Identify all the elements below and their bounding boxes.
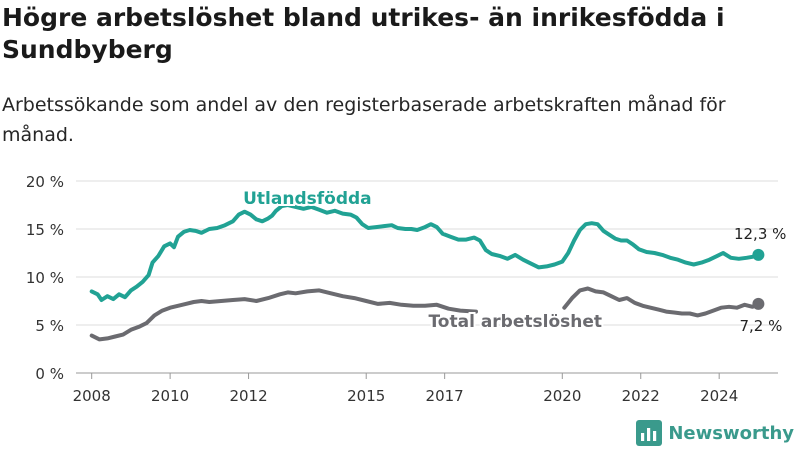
endpoint-marker-total	[752, 297, 765, 310]
chart-subtitle: Arbetssökande som andel av den registerb…	[2, 94, 726, 146]
brand-name: Newsworthy	[668, 422, 794, 444]
grid-lines	[76, 180, 778, 374]
y-tick-label: 10 %	[26, 269, 64, 287]
series-lines	[89, 203, 765, 342]
x-tick-label: 2012	[229, 387, 267, 405]
newsworthy-brand: Newsworthy	[636, 418, 794, 448]
x-tick-label: 2020	[543, 387, 581, 405]
x-tick-label: 2017	[426, 387, 464, 405]
series-label-total: Total arbetslöshet	[428, 312, 602, 332]
series-line-total-recent	[562, 286, 761, 318]
x-axis-tick-labels: 2008 2010 2012 2015 2017 2020 2022 2024	[73, 373, 738, 405]
series-line-foreign-born	[89, 203, 761, 302]
series-line-total	[89, 288, 478, 342]
x-tick-label: 2024	[700, 387, 738, 405]
x-tick-label: 2015	[347, 387, 385, 405]
endpoint-marker-foreign-born	[752, 248, 765, 261]
x-tick-label: 2022	[622, 387, 660, 405]
series-labels: Utlandsfödda Total arbetslöshet 12,3 % 7,2 …	[241, 187, 786, 335]
series-label-foreign-born: Utlandsfödda	[243, 189, 372, 209]
chart-title: Högre arbetslöshet bland utrikes- än inr…	[2, 3, 725, 64]
x-tick-label: 2010	[151, 387, 189, 405]
y-axis-tick-labels: 0 % 5 % 10 % 15 % 20 %	[26, 173, 64, 383]
end-value-label-total: 7,2 %	[740, 317, 783, 335]
y-tick-label: 15 %	[26, 221, 64, 239]
y-tick-label: 0 %	[35, 365, 64, 383]
end-value-label-foreign-born: 12,3 %	[734, 225, 786, 243]
bar-chart-icon	[636, 420, 663, 446]
y-tick-label: 5 %	[35, 317, 64, 335]
y-tick-label: 20 %	[26, 173, 64, 191]
x-tick-label: 2008	[73, 387, 111, 405]
